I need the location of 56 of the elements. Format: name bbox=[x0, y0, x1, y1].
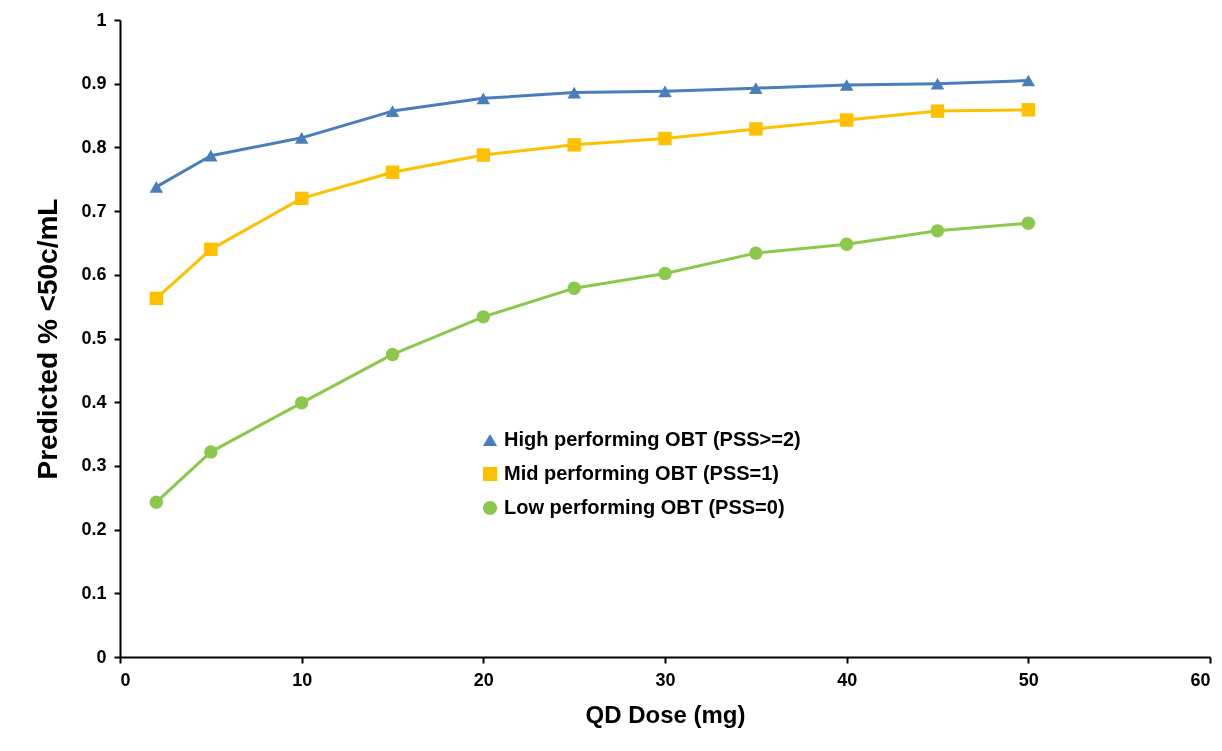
y-axis-title: Predicted % <50c/mL bbox=[32, 198, 64, 480]
x-axis-title: QD Dose (mg) bbox=[585, 700, 746, 728]
point bbox=[1021, 216, 1036, 230]
point bbox=[1021, 103, 1036, 117]
y-tick-label: 0.3 bbox=[81, 455, 107, 476]
y-tick-label: 0.8 bbox=[81, 136, 107, 157]
y-tick-label: 1 bbox=[96, 9, 107, 30]
point bbox=[476, 310, 491, 324]
x-tick-label: 20 bbox=[473, 669, 494, 690]
point bbox=[149, 495, 164, 509]
point bbox=[839, 79, 854, 91]
point bbox=[385, 105, 400, 117]
point bbox=[839, 237, 854, 251]
point bbox=[476, 92, 491, 105]
y-tick-label: 0.7 bbox=[81, 200, 107, 221]
point bbox=[930, 77, 945, 90]
legend-label: Mid performing OBT (PSS=1) bbox=[504, 462, 780, 484]
point bbox=[294, 191, 309, 206]
point bbox=[839, 113, 854, 127]
point bbox=[204, 445, 218, 459]
x-tick-label: 0 bbox=[120, 669, 131, 690]
point bbox=[476, 148, 491, 162]
x-tick-label: 40 bbox=[837, 669, 858, 690]
y-tick-label: 0 bbox=[96, 646, 107, 667]
point bbox=[385, 165, 400, 179]
x-tick-label: 60 bbox=[1190, 669, 1211, 690]
point bbox=[204, 242, 218, 257]
point bbox=[930, 224, 945, 238]
point bbox=[930, 104, 945, 118]
y-tick-label: 0.4 bbox=[81, 391, 107, 412]
y-tick-label: 0.2 bbox=[81, 519, 107, 540]
point bbox=[749, 246, 763, 260]
point bbox=[294, 396, 309, 410]
point bbox=[149, 291, 164, 306]
point bbox=[567, 281, 581, 295]
point bbox=[749, 82, 763, 94]
point bbox=[658, 266, 672, 281]
point bbox=[567, 138, 581, 152]
point bbox=[658, 131, 672, 146]
point bbox=[294, 132, 309, 144]
x-tick-label: 50 bbox=[1018, 669, 1039, 690]
point bbox=[658, 85, 672, 98]
y-tick-label: 0.6 bbox=[81, 264, 107, 285]
x-tick-label: 10 bbox=[292, 669, 313, 690]
point bbox=[567, 86, 581, 99]
legend-label: Low performing OBT (PSS=0) bbox=[504, 496, 785, 518]
y-tick-label: 0.1 bbox=[81, 582, 107, 603]
legend-label: High performing OBT (PSS>=2) bbox=[504, 428, 801, 450]
point bbox=[204, 149, 218, 162]
y-tick-label: 0.5 bbox=[81, 328, 107, 348]
point bbox=[749, 122, 763, 136]
y-tick-label: 0.9 bbox=[81, 73, 107, 94]
x-tick-label: 30 bbox=[655, 669, 676, 690]
point bbox=[149, 181, 164, 193]
point bbox=[385, 347, 400, 362]
point bbox=[1021, 74, 1036, 87]
